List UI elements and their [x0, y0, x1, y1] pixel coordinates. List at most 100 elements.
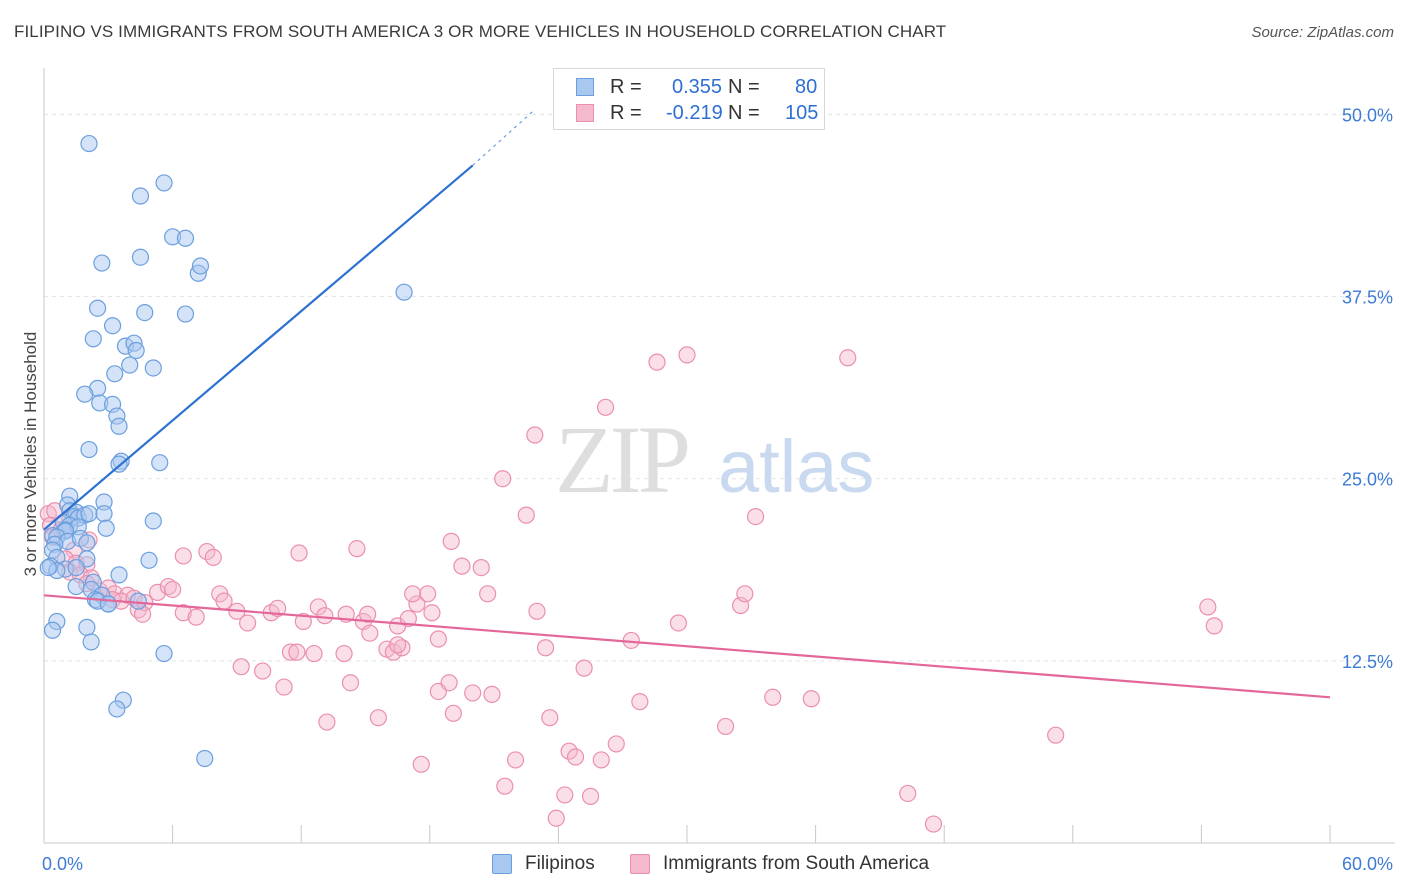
data-point-immigrants	[1199, 598, 1217, 616]
data-point-filipinos	[78, 618, 96, 636]
legend-swatch-pink	[630, 854, 650, 874]
data-point-immigrants	[648, 353, 666, 371]
data-point-immigrants	[281, 643, 300, 661]
data-point-filipinos	[127, 341, 145, 360]
data-point-immigrants	[556, 786, 574, 804]
data-point-filipinos	[155, 174, 173, 192]
data-point-immigrants	[404, 585, 422, 603]
data-point-filipinos	[106, 365, 124, 383]
source-label: Source: ZipAtlas.com	[1251, 24, 1394, 41]
y-tick-label: 50.0%	[1342, 105, 1393, 125]
data-point-immigrants	[526, 426, 544, 444]
legend-n-label: N =	[728, 76, 760, 98]
data-point-immigrants	[429, 630, 447, 648]
data-point-filipinos	[67, 558, 85, 577]
legend-swatch-pink	[576, 104, 594, 122]
data-point-immigrants	[187, 608, 205, 626]
legend-n-value: 80	[795, 76, 818, 98]
series-filipinos-points	[39, 134, 413, 768]
data-point-immigrants	[309, 598, 327, 616]
data-point-immigrants	[341, 674, 360, 692]
data-point-immigrants	[453, 557, 471, 575]
data-point-immigrants	[764, 688, 782, 706]
x-tick-label: 0.0%	[42, 854, 83, 874]
data-point-immigrants	[288, 643, 306, 661]
data-point-immigrants	[318, 713, 336, 731]
data-point-immigrants	[560, 742, 578, 760]
data-point-filipinos	[110, 566, 128, 584]
data-point-filipinos	[80, 440, 98, 459]
data-point-filipinos	[129, 592, 147, 610]
gridlines	[44, 113, 1395, 662]
data-point-immigrants	[275, 678, 293, 696]
data-point-immigrants	[669, 614, 688, 632]
data-point-filipinos	[97, 519, 115, 537]
data-point-immigrants	[1205, 617, 1223, 635]
data-point-immigrants	[423, 604, 441, 622]
data-point-immigrants	[839, 349, 857, 367]
watermark-zip: ZIP	[555, 406, 688, 513]
x-tick-label: 60.0%	[1342, 854, 1393, 874]
data-point-filipinos	[76, 385, 94, 403]
data-point-immigrants	[547, 809, 565, 827]
data-point-filipinos	[78, 534, 96, 552]
data-point-immigrants	[164, 580, 182, 599]
data-point-immigrants	[1047, 726, 1065, 744]
data-point-filipinos	[144, 512, 162, 530]
legend-label-immigrants: Immigrants from South America	[663, 853, 930, 874]
data-point-immigrants	[472, 558, 490, 577]
tick-labels: 12.5% 25.0% 37.5% 50.0% 0.0% 60.0%	[42, 105, 1393, 874]
data-point-immigrants	[924, 815, 943, 833]
data-point-immigrants	[517, 506, 535, 524]
y-tick-label: 12.5%	[1342, 652, 1393, 672]
data-point-immigrants	[348, 540, 366, 558]
data-point-immigrants	[294, 612, 312, 631]
axes	[43, 68, 1395, 844]
data-point-immigrants	[335, 644, 353, 663]
data-point-immigrants	[389, 636, 407, 654]
data-point-filipinos	[131, 248, 150, 266]
data-point-filipinos	[191, 257, 210, 275]
data-point-immigrants	[442, 532, 460, 550]
data-point-immigrants	[305, 644, 323, 663]
data-point-filipinos	[176, 305, 195, 323]
data-point-immigrants	[678, 346, 696, 364]
watermark: ZIP atlas	[555, 406, 874, 513]
trend-line-immigrants	[43, 594, 1331, 699]
data-point-immigrants	[444, 704, 462, 722]
data-point-filipinos	[176, 229, 195, 247]
data-point-immigrants	[464, 684, 482, 702]
data-point-immigrants	[607, 735, 625, 753]
data-point-immigrants	[198, 542, 216, 561]
data-point-filipinos	[95, 505, 113, 523]
data-point-immigrants	[399, 609, 417, 628]
legend-r-label: R =	[610, 102, 642, 124]
data-point-immigrants	[506, 751, 525, 769]
data-point-filipinos	[93, 254, 111, 272]
data-point-immigrants	[174, 604, 192, 622]
data-point-immigrants	[494, 470, 512, 488]
data-point-filipinos	[110, 417, 128, 435]
data-point-immigrants	[479, 585, 497, 603]
data-point-immigrants	[239, 614, 257, 632]
data-point-immigrants	[204, 548, 222, 567]
data-point-filipinos	[121, 356, 139, 374]
data-point-filipinos	[80, 134, 98, 153]
data-point-filipinos	[43, 621, 62, 639]
data-point-filipinos	[82, 633, 100, 651]
correlation-legend: R = 0.355 N = 80 R = -0.219 N = 105	[553, 68, 825, 130]
legend-r-value: -0.219	[666, 102, 723, 124]
data-point-immigrants	[746, 507, 765, 526]
data-point-immigrants	[592, 751, 610, 769]
data-point-filipinos	[151, 454, 169, 472]
data-point-immigrants	[316, 607, 334, 625]
data-point-immigrants	[369, 709, 387, 727]
data-point-filipinos	[395, 283, 413, 301]
data-point-immigrants	[575, 659, 593, 677]
data-point-immigrants	[536, 639, 555, 657]
data-point-filipinos	[140, 551, 158, 569]
chart-title: FILIPINO VS IMMIGRANTS FROM SOUTH AMERIC…	[14, 22, 947, 41]
legend-label-filipinos: Filipinos	[525, 853, 595, 874]
data-point-immigrants	[566, 748, 585, 766]
